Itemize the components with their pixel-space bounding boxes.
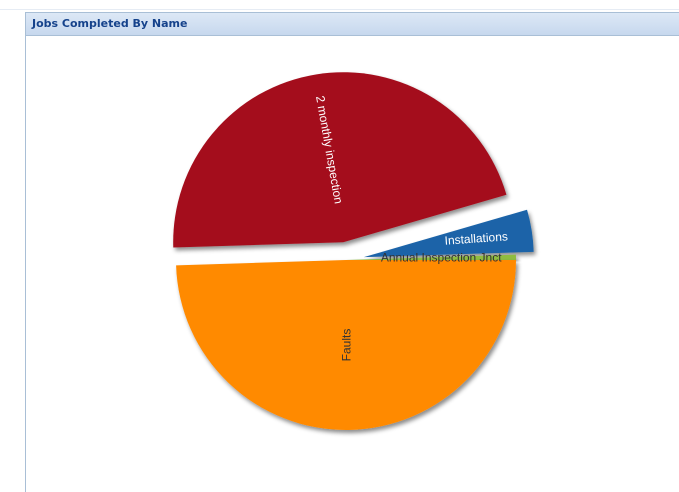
pie-label-installations: Installations	[444, 229, 508, 247]
panel-title: Jobs Completed By Name	[32, 17, 188, 30]
pie-slice-annual-inspection-jnct[interactable]	[346, 254, 516, 260]
panel-header: Jobs Completed By Name	[26, 12, 679, 36]
pie-label-faults: Faults	[340, 329, 354, 362]
pie-slices	[173, 72, 534, 431]
pie-chart: 2 monthly inspectionInstallationsAnnual …	[173, 72, 534, 431]
pie-slice-faults[interactable]	[176, 260, 517, 431]
pie-slice-2-monthly-inspection[interactable]	[173, 72, 507, 248]
pie-slice-installations[interactable]	[363, 209, 534, 258]
top-strip	[0, 0, 679, 10]
pie-label-annual-inspection-jnct: Annual Inspection Jnct	[381, 251, 502, 265]
